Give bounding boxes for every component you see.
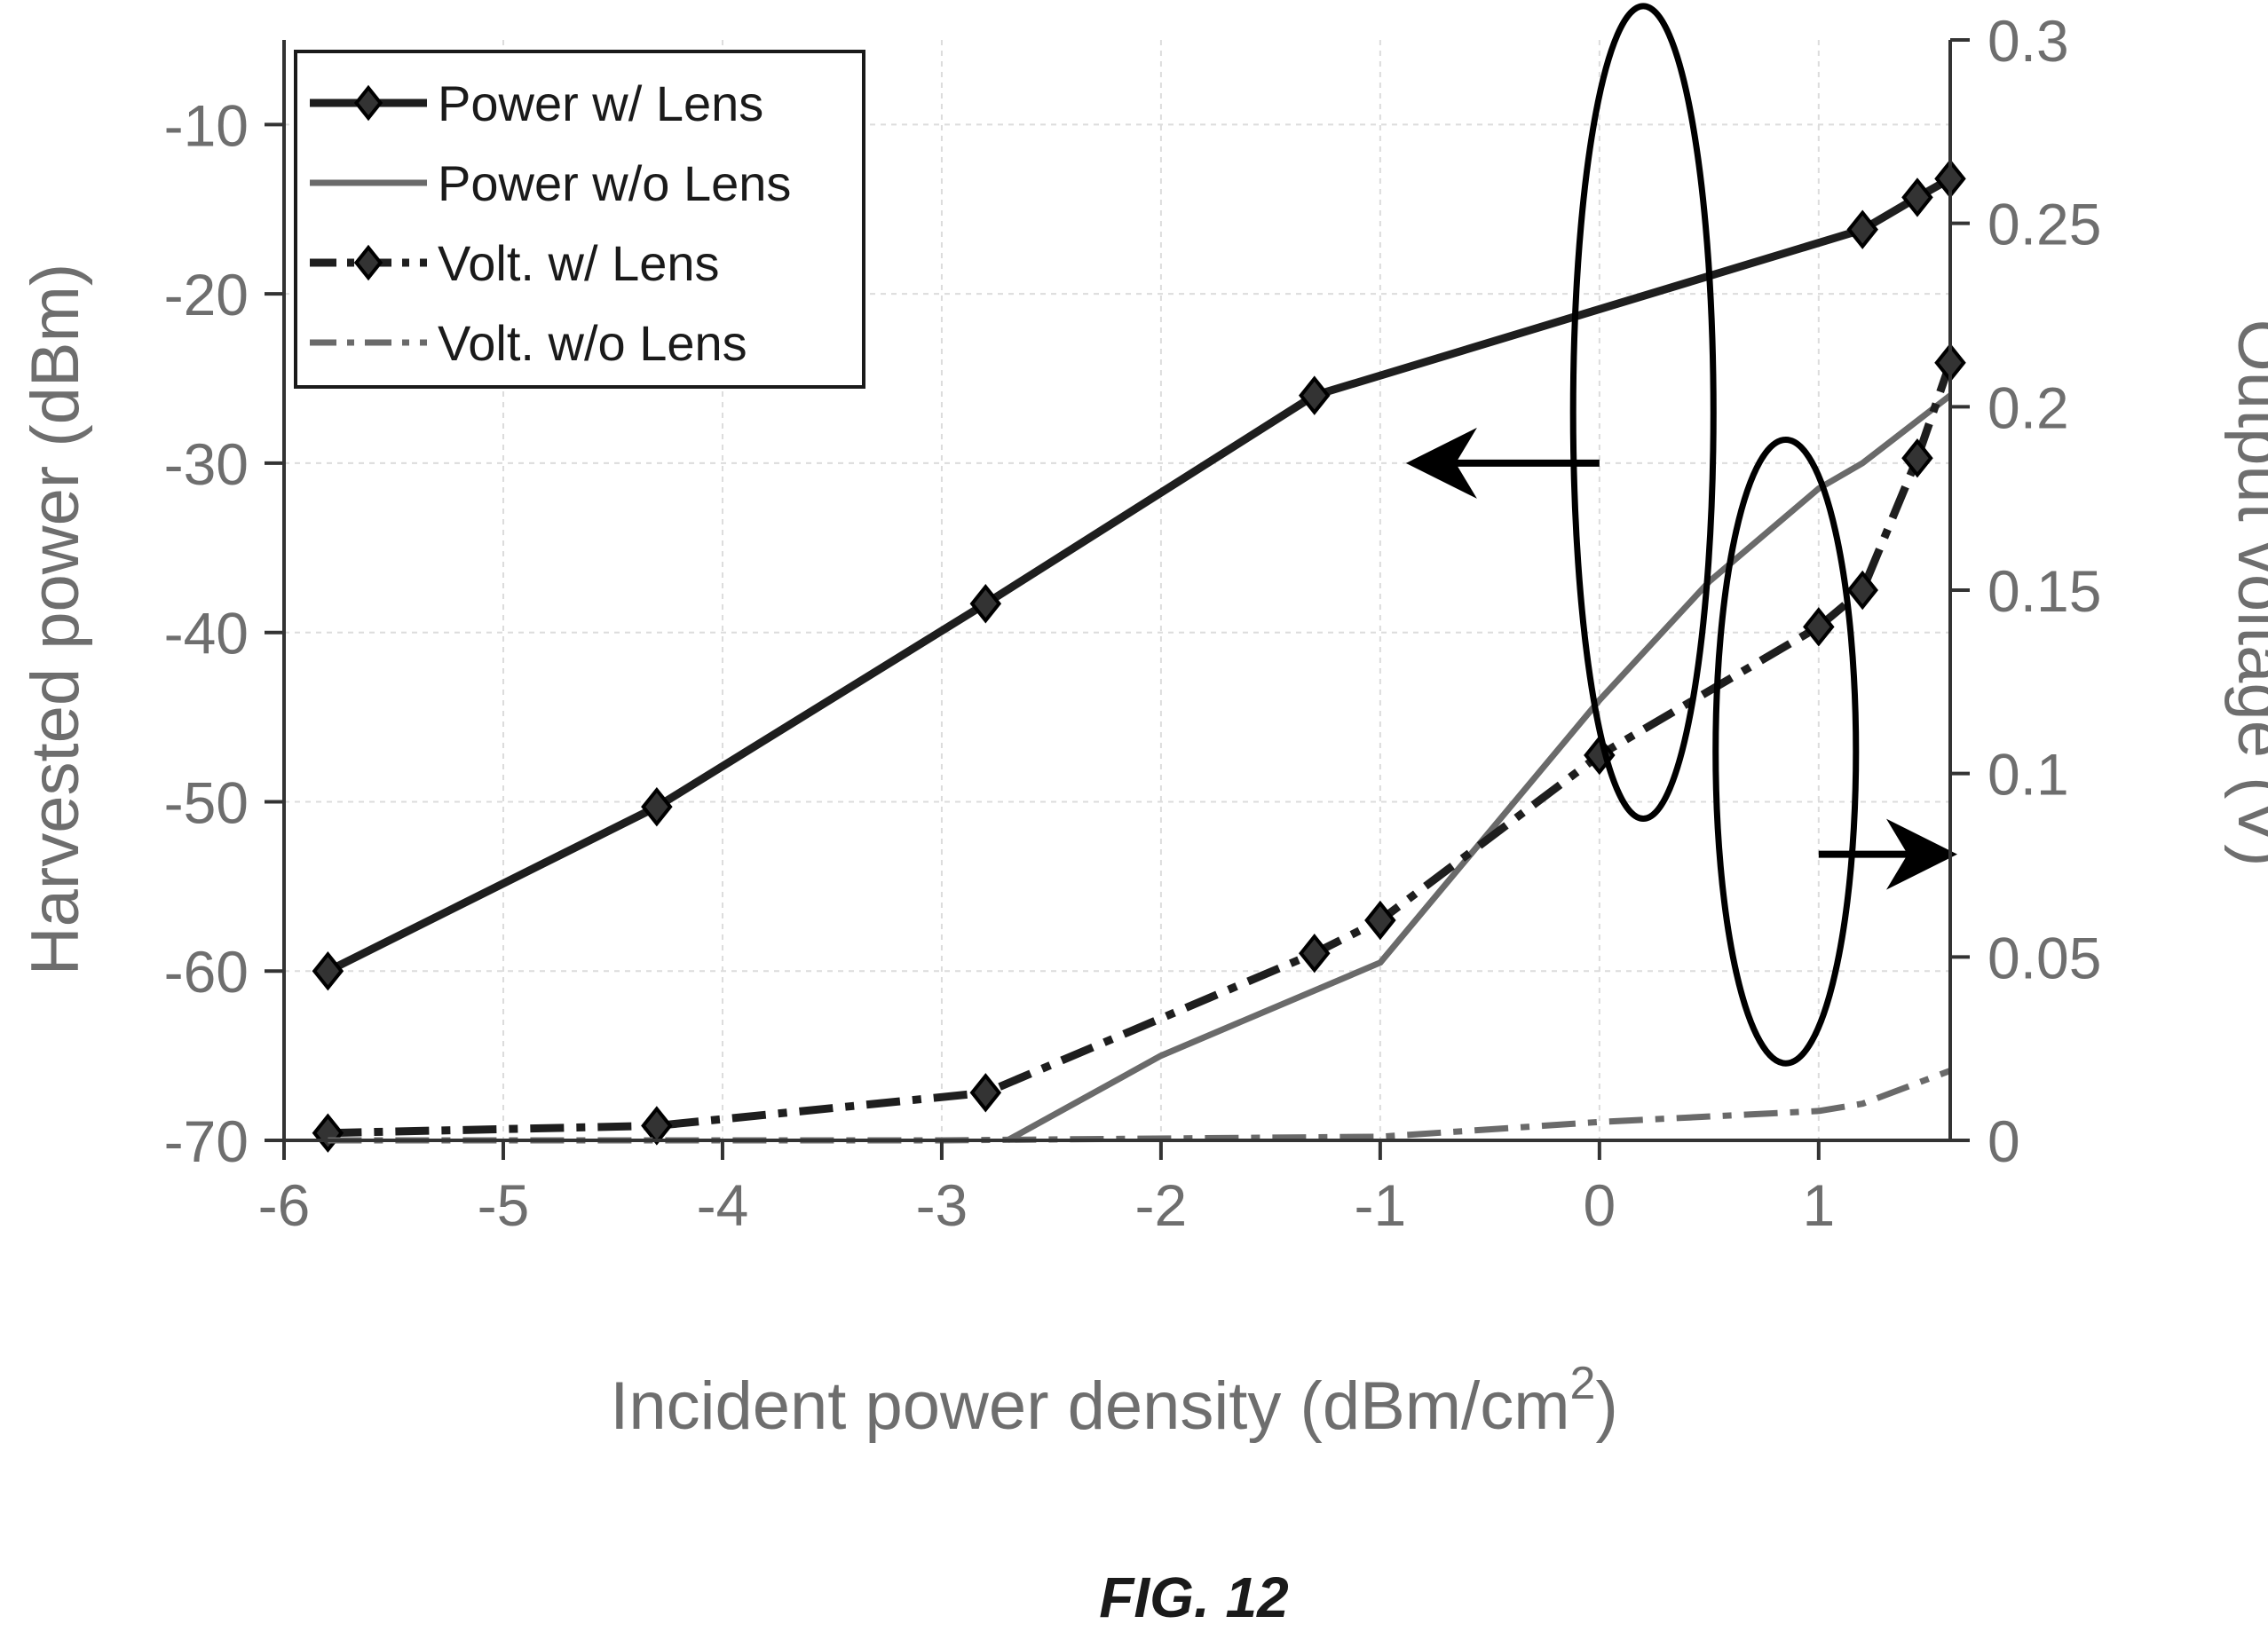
series-point-1 <box>641 786 673 827</box>
series-line-2 <box>1006 392 1953 1144</box>
series-point-1 <box>1846 209 1878 249</box>
y-left-tick-label: -40 <box>164 601 249 666</box>
y-left-tick-label: -50 <box>164 769 249 835</box>
y-right-tick-label: 0.1 <box>1987 742 2069 808</box>
legend-marker-3 <box>353 244 383 281</box>
y-left-tick-label: -10 <box>164 92 249 158</box>
series-line-3 <box>328 361 1955 1138</box>
y-right-tick-label: 0.25 <box>1987 192 2101 257</box>
x-axis-title: Incident power density (dBm/cm2) <box>610 1358 1618 1444</box>
legend-marker-1 <box>353 84 383 122</box>
series-point-3 <box>1846 570 1878 611</box>
y-right-tick-label: 0.15 <box>1987 558 2101 624</box>
legend-label-4: Volt. w/o Lens <box>438 315 747 371</box>
legend: Power w/ Lens Power w/o Lens Volt. w/ Lens… <box>294 50 865 389</box>
series-point-3 <box>312 1113 344 1153</box>
annotation-layer <box>1405 3 1957 1067</box>
series-point-3 <box>969 1073 1002 1113</box>
y-right-tick-label: 0 <box>1987 1108 2020 1174</box>
series-point-3 <box>1803 607 1835 647</box>
y-left-tick-label: -60 <box>164 939 249 1005</box>
x-tick-label: -4 <box>697 1172 749 1238</box>
y-left-tick-label: -20 <box>164 262 249 327</box>
x-axis-title-superscript: 2 <box>1570 1358 1596 1409</box>
y-left-tick-label: -70 <box>164 1108 249 1174</box>
series-point-1 <box>1299 375 1331 415</box>
x-tick-label: 1 <box>1802 1172 1835 1238</box>
y-left-axis-title: Harvested power (dBm) <box>18 264 93 976</box>
x-tick-label: -3 <box>916 1172 968 1238</box>
x-tick-label: 0 <box>1583 1172 1616 1238</box>
axes-layer: -6 -5 -4 -3 -2 -1 0 1-70-60-50-40-30-20-1000.05… <box>164 8 2102 1238</box>
x-tick-label: -6 <box>258 1172 311 1238</box>
y-right-axis-title: Output voltage (V) <box>2224 319 2268 867</box>
y-right-tick-label: 0.05 <box>1987 925 2101 990</box>
series-point-3 <box>1364 900 1396 941</box>
series-line-4 <box>328 1068 1952 1144</box>
series-point-3 <box>1901 438 1933 478</box>
x-axis-title-main: Incident power density (dBm/cm <box>610 1368 1569 1444</box>
y-left-tick-label: -30 <box>164 431 249 497</box>
x-axis-title-suffix: ) <box>1595 1368 1617 1444</box>
series-point-1 <box>312 951 344 991</box>
series-point-1 <box>969 584 1002 624</box>
legend-box <box>294 50 865 389</box>
series-point-3 <box>641 1106 673 1146</box>
series-point-3 <box>1299 933 1331 974</box>
x-tick-label: -1 <box>1355 1172 1407 1238</box>
x-tick-label: -5 <box>478 1172 530 1238</box>
x-tick-label: -2 <box>1135 1172 1188 1238</box>
y-right-tick-label: 0.3 <box>1987 8 2069 74</box>
legend-label-3: Volt. w/ Lens <box>438 235 720 291</box>
y-right-tick-label: 0.2 <box>1987 374 2069 440</box>
figure-caption: FIG. 12 <box>1099 1565 1288 1629</box>
series-point-1 <box>1901 177 1933 217</box>
annotation-ellipse-2 <box>1712 437 1860 1067</box>
legend-label-2: Power w/o Lens <box>438 155 791 211</box>
annotation-ellipse-1 <box>1569 3 1717 823</box>
legend-label-1: Power w/ Lens <box>438 75 763 131</box>
